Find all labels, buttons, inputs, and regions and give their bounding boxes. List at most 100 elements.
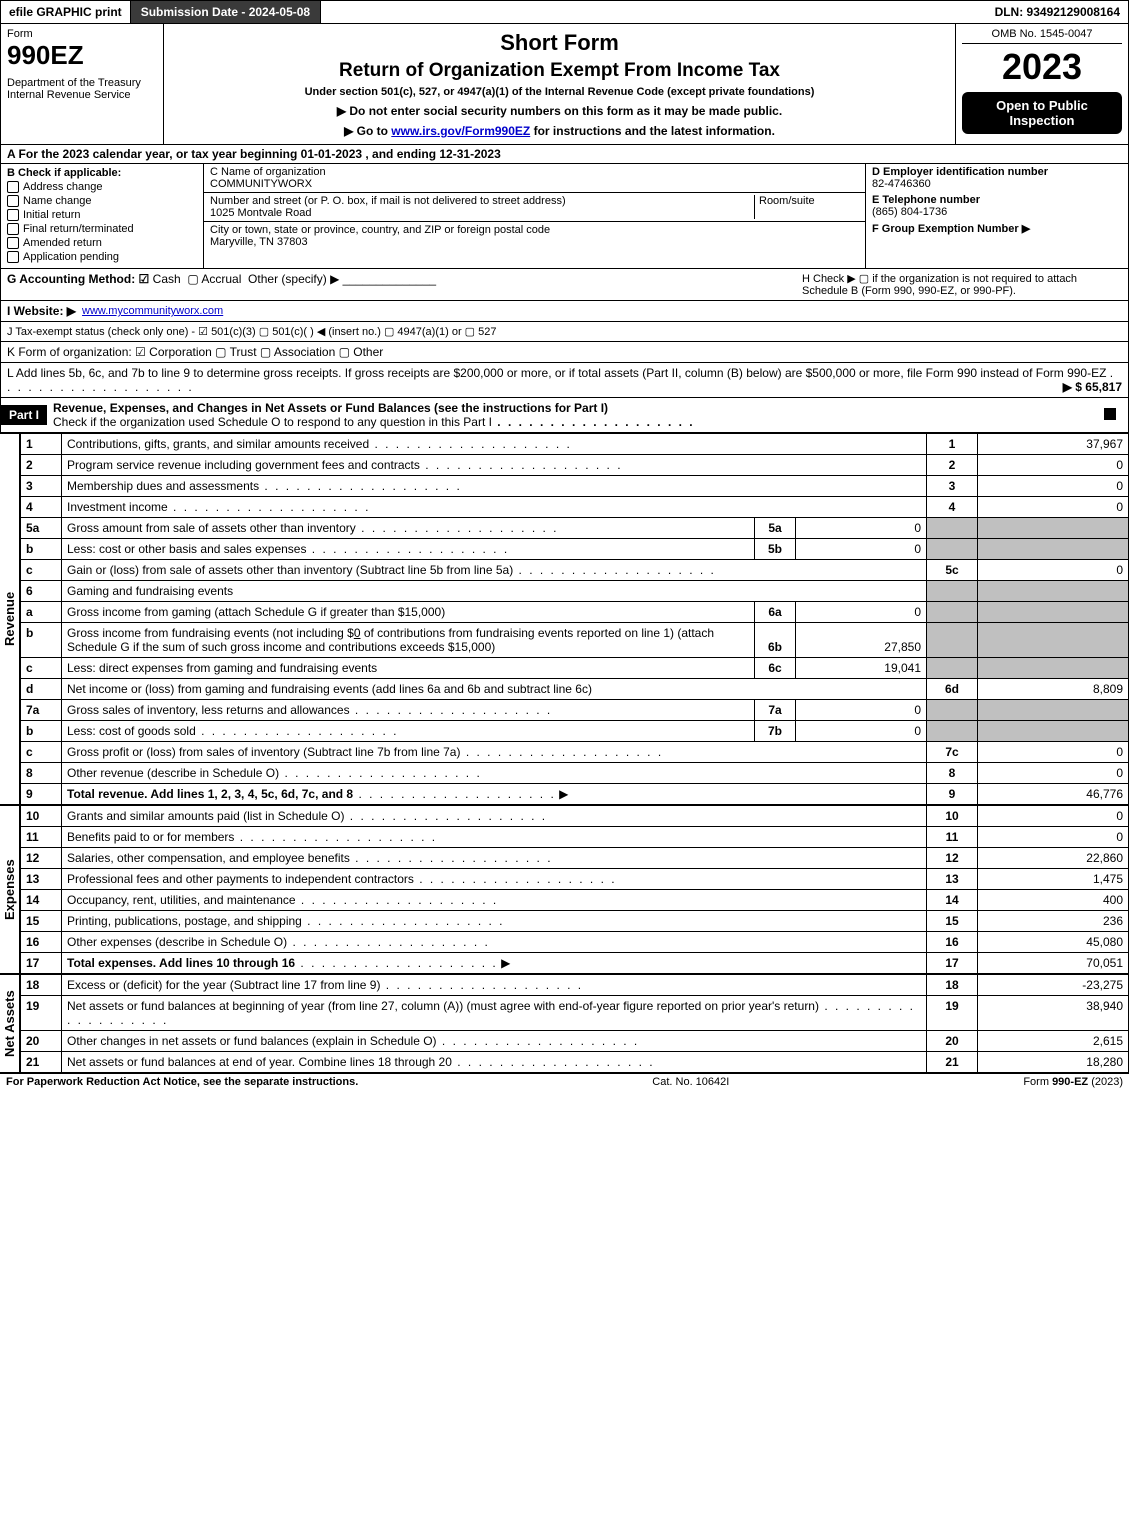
line-11: 11Benefits paid to or for members110 <box>21 827 1129 848</box>
expenses-section: Expenses 10Grants and similar amounts pa… <box>0 805 1129 974</box>
row-h: H Check ▶ ▢ if the organization is not r… <box>802 272 1122 297</box>
other-label: Other (specify) ▶ <box>248 272 339 286</box>
row-g: G Accounting Method: ☑ Cash ▢ Accrual Ot… <box>7 272 802 297</box>
submission-date: Submission Date - 2024-05-08 <box>131 1 321 23</box>
checkbox-icon <box>7 209 19 221</box>
section-b-title: B Check if applicable: <box>7 167 197 179</box>
part-1-title: Revenue, Expenses, and Changes in Net As… <box>47 398 1096 432</box>
header-left: Form 990EZ Department of the Treasury In… <box>1 24 164 144</box>
form-label: Form <box>7 28 157 40</box>
check-label: Amended return <box>23 237 102 249</box>
footer-right: Form Form 990-EZ (2023)990-EZ (2023) <box>1023 1076 1123 1088</box>
city-label: City or town, state or province, country… <box>210 224 859 236</box>
net-assets-section: Net Assets 18Excess or (deficit) for the… <box>0 974 1129 1073</box>
line-19: 19Net assets or fund balances at beginni… <box>21 996 1129 1031</box>
efile-label[interactable]: efile GRAPHIC print <box>1 1 131 23</box>
check-name-change[interactable]: Name change <box>7 195 197 207</box>
check-initial-return[interactable]: Initial return <box>7 209 197 221</box>
org-name: COMMUNITYWORX <box>210 178 859 190</box>
line-10: 10Grants and similar amounts paid (list … <box>21 806 1129 827</box>
room-suite-label: Room/suite <box>754 195 859 219</box>
netassets-vert-label: Net Assets <box>0 974 20 1073</box>
short-form-title: Short Form <box>170 30 949 56</box>
check-label: Address change <box>23 181 103 193</box>
line-2: 2Program service revenue including gover… <box>21 455 1129 476</box>
info-block: B Check if applicable: Address change Na… <box>0 164 1129 269</box>
row-j: J Tax-exempt status (check only one) - ☑… <box>0 322 1129 342</box>
part-1-label: Part I <box>1 405 47 425</box>
part-1-check-text: Check if the organization used Schedule … <box>53 415 492 429</box>
line-6b: bGross income from fundraising events (n… <box>21 623 1129 658</box>
accrual-label: Accrual <box>201 272 241 286</box>
row-k: K Form of organization: ☑ Corporation ▢ … <box>0 342 1129 363</box>
checkbox-icon <box>7 251 19 263</box>
revenue-section: Revenue 1Contributions, gifts, grants, a… <box>0 433 1129 805</box>
check-address-change[interactable]: Address change <box>7 181 197 193</box>
row-l-amount: ▶ $ 65,817 <box>1063 380 1122 394</box>
dept-label: Department of the Treasury <box>7 77 157 89</box>
line-7c: cGross profit or (loss) from sales of in… <box>21 742 1129 763</box>
line-16: 16Other expenses (describe in Schedule O… <box>21 932 1129 953</box>
omb-number: OMB No. 1545-0047 <box>962 28 1122 44</box>
street-label: Number and street (or P. O. box, if mail… <box>210 195 754 207</box>
part-1-header: Part I Revenue, Expenses, and Changes in… <box>0 398 1129 433</box>
line-6c: cLess: direct expenses from gaming and f… <box>21 658 1129 679</box>
accounting-method-label: G Accounting Method: <box>7 272 135 286</box>
section-c: C Name of organization COMMUNITYWORX Num… <box>204 164 866 268</box>
part-1-title-text: Revenue, Expenses, and Changes in Net As… <box>53 401 608 415</box>
line-1: 1Contributions, gifts, grants, and simil… <box>21 434 1129 455</box>
form-number: 990EZ <box>7 40 157 71</box>
line-7b: bLess: cost of goods sold7b0 <box>21 721 1129 742</box>
line-3: 3Membership dues and assessments30 <box>21 476 1129 497</box>
line-5c: cGain or (loss) from sale of assets othe… <box>21 560 1129 581</box>
revenue-vert-label: Revenue <box>0 433 20 805</box>
row-l: L Add lines 5b, 6c, and 7b to line 9 to … <box>0 363 1129 398</box>
page-footer: For Paperwork Reduction Act Notice, see … <box>0 1073 1129 1090</box>
street-value: 1025 Montvale Road <box>210 207 754 219</box>
expenses-table: 10Grants and similar amounts paid (list … <box>20 805 1129 974</box>
do-not-enter: ▶ Do not enter social security numbers o… <box>170 104 949 118</box>
line-7a: 7aGross sales of inventory, less returns… <box>21 700 1129 721</box>
line-5a: 5aGross amount from sale of assets other… <box>21 518 1129 539</box>
line-14: 14Occupancy, rent, utilities, and mainte… <box>21 890 1129 911</box>
check-label: Initial return <box>23 209 80 221</box>
group-exemption-label: F Group Exemption Number ▶ <box>872 223 1030 235</box>
goto-pre: ▶ Go to <box>344 124 391 138</box>
check-label: Name change <box>23 195 92 207</box>
checkbox-icon <box>7 181 19 193</box>
cash-label: Cash <box>153 272 181 286</box>
check-application-pending[interactable]: Application pending <box>7 251 197 263</box>
goto-link[interactable]: www.irs.gov/Form990EZ <box>391 124 530 138</box>
website-label: I Website: ▶ <box>7 304 76 318</box>
footer-left: For Paperwork Reduction Act Notice, see … <box>6 1076 358 1088</box>
goto-line: ▶ Go to www.irs.gov/Form990EZ for instru… <box>170 124 949 138</box>
netassets-table: 18Excess or (deficit) for the year (Subt… <box>20 974 1129 1073</box>
irs-label: Internal Revenue Service <box>7 89 157 101</box>
checkmark-icon: ☑ <box>139 272 150 286</box>
org-name-label: C Name of organization <box>210 166 859 178</box>
header-right: OMB No. 1545-0047 2023 Open to Public In… <box>956 24 1128 144</box>
check-label: Application pending <box>23 251 119 263</box>
website-link[interactable]: www.mycommunityworx.com <box>82 305 223 317</box>
check-final-return[interactable]: Final return/terminated <box>7 223 197 235</box>
form-header: Form 990EZ Department of the Treasury In… <box>0 24 1129 145</box>
return-title: Return of Organization Exempt From Incom… <box>170 60 949 82</box>
ein-label: D Employer identification number <box>872 166 1048 178</box>
checkbox-icon <box>7 237 19 249</box>
tel-label: E Telephone number <box>872 194 980 206</box>
top-bar: efile GRAPHIC print Submission Date - 20… <box>0 0 1129 24</box>
line-5b: bLess: cost or other basis and sales exp… <box>21 539 1129 560</box>
line-17: 17Total expenses. Add lines 10 through 1… <box>21 953 1129 974</box>
line-12: 12Salaries, other compensation, and empl… <box>21 848 1129 869</box>
section-b: B Check if applicable: Address change Na… <box>1 164 204 268</box>
check-amended-return[interactable]: Amended return <box>7 237 197 249</box>
expenses-vert-label: Expenses <box>0 805 20 974</box>
line-18: 18Excess or (deficit) for the year (Subt… <box>21 975 1129 996</box>
goto-post: for instructions and the latest informat… <box>530 124 775 138</box>
section-a: A For the 2023 calendar year, or tax yea… <box>0 145 1129 164</box>
line-8: 8Other revenue (describe in Schedule O)8… <box>21 763 1129 784</box>
line-20: 20Other changes in net assets or fund ba… <box>21 1031 1129 1052</box>
revenue-table: 1Contributions, gifts, grants, and simil… <box>20 433 1129 805</box>
line-21: 21Net assets or fund balances at end of … <box>21 1052 1129 1073</box>
line-13: 13Professional fees and other payments t… <box>21 869 1129 890</box>
